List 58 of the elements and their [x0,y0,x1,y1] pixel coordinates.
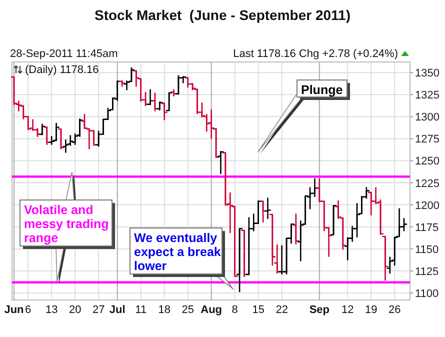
candlestick [240,230,248,278]
candlestick [245,216,253,276]
x-tick-label: 22 [276,304,288,316]
candlestick [90,130,98,146]
text: Last 1178.16 Chg +2.78 (+0.24%) [233,48,398,60]
annotation: Plunge [301,83,343,97]
candlestick [57,128,65,150]
chart-title: Stock Market (June - September 2011) [94,7,350,23]
x-tick-label: 12 [341,304,354,316]
x-tick-label: Jun [4,304,24,316]
y-tick-label: 1325 [415,90,440,102]
candlestick [311,178,318,198]
y-tick-label: 1300 [415,112,440,124]
x-tick-label: 27 [92,304,105,316]
x-tick-label: Sep [309,304,330,316]
candlestick [62,138,70,154]
annotation: We eventually expect a break lower [134,231,221,273]
candlestick [222,152,230,206]
annotation: Volatile and messy trading range [24,203,109,245]
x-tick-label: Aug [200,304,222,316]
y-tick-label: 1225 [415,178,440,190]
x-tick-label: 19 [364,304,378,316]
x-tick-label: 8 [232,304,238,316]
candlestick [330,205,338,236]
text: 28-Sep-2011 11:45am [10,48,118,60]
x-tick-label: 13 [45,304,58,316]
y-tick-label: 1350 [415,68,440,80]
y-tick-label: 1175 [415,222,439,234]
x-tick-label: 18 [158,304,170,316]
candlestick [151,92,159,112]
candlestick [292,212,300,246]
candlestick [236,228,244,293]
y-tick-label: 1250 [415,156,440,168]
candlestick [146,88,154,105]
y-tick-label: 1125 [415,266,439,278]
y-tick-label: 1200 [415,200,440,212]
candlestick [217,150,224,175]
x-tick-label: 25 [182,304,194,316]
candlestick [174,74,182,96]
candlestick [184,76,192,88]
x-tick-label: 15 [252,304,264,316]
y-tick-label: 1275 [415,134,440,146]
candlestick [160,102,168,121]
candlestick [29,118,36,132]
x-tick-label: 26 [388,304,401,316]
candlestick [43,126,51,146]
x-tick-label: 6 [25,304,32,316]
x-tick-label: 11 [135,304,147,316]
y-tick-label: 1150 [415,244,439,256]
candlestick [259,200,267,224]
y-tick-label: 1100 [415,288,439,300]
candlestick [367,192,375,216]
annotation: (Daily) 1178.16 [25,64,99,76]
candlestick [38,123,46,136]
candlestick [52,122,60,142]
x-tick-label: 20 [68,304,82,316]
candlestick [165,92,173,112]
x-tick-label: Jul [109,304,126,316]
